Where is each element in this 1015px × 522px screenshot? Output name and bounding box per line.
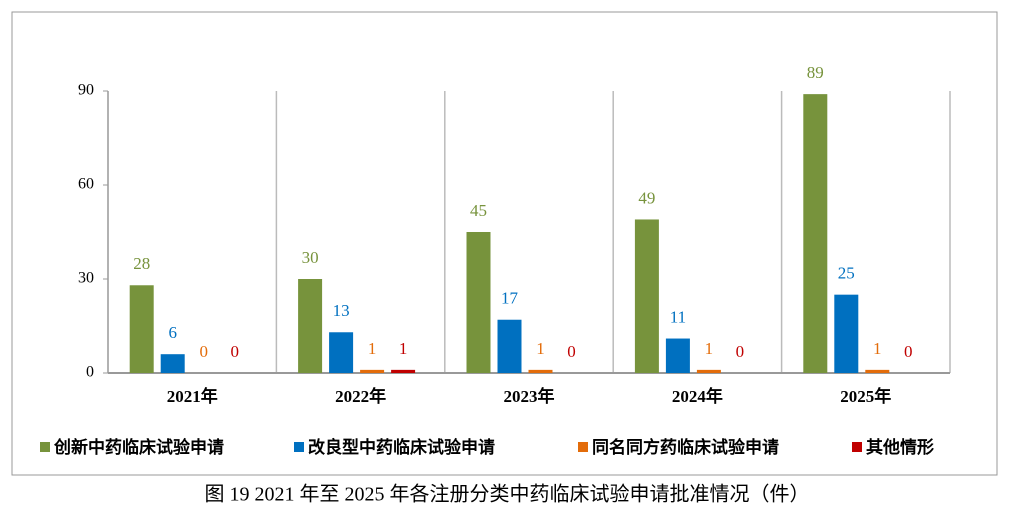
bar bbox=[665, 338, 690, 373]
value-label: 1 bbox=[705, 339, 714, 358]
bar bbox=[466, 232, 491, 373]
value-label: 13 bbox=[333, 301, 350, 320]
y-tick-label: 60 bbox=[78, 176, 94, 193]
value-label: 0 bbox=[199, 342, 208, 361]
legend-label: 创新中药临床试验申请 bbox=[53, 437, 224, 458]
value-label: 1 bbox=[368, 339, 377, 358]
value-label: 6 bbox=[168, 323, 177, 342]
value-label: 49 bbox=[638, 188, 655, 207]
value-label: 17 bbox=[501, 289, 519, 308]
value-label: 45 bbox=[470, 201, 487, 220]
y-tick-label: 0 bbox=[86, 364, 94, 381]
bar bbox=[391, 369, 416, 373]
bar bbox=[528, 369, 553, 373]
legend-label: 同名同方药临床试验申请 bbox=[592, 437, 779, 458]
chart-title: 图 19 2021 年至 2025 年各注册分类中药临床试验申请批准情况（件） bbox=[205, 483, 810, 506]
legend-swatch bbox=[852, 442, 862, 452]
y-tick-label: 30 bbox=[78, 270, 94, 287]
chart-frame bbox=[11, 11, 998, 476]
legend-label: 其他情形 bbox=[866, 437, 934, 458]
value-label: 0 bbox=[567, 342, 576, 361]
legend-swatch bbox=[294, 442, 304, 452]
bar bbox=[803, 94, 828, 373]
x-tick-label: 2021年 bbox=[167, 386, 218, 406]
bar bbox=[298, 279, 323, 373]
value-label: 25 bbox=[838, 264, 855, 283]
value-label: 0 bbox=[230, 342, 239, 361]
bar bbox=[865, 369, 890, 373]
bar bbox=[696, 369, 721, 373]
value-label: 1 bbox=[873, 339, 882, 358]
value-label: 30 bbox=[302, 248, 319, 267]
bar bbox=[329, 332, 354, 373]
value-label: 28 bbox=[133, 254, 150, 273]
x-tick-label: 2022年 bbox=[335, 386, 386, 406]
y-tick-label: 90 bbox=[78, 82, 94, 99]
value-label: 1 bbox=[399, 339, 408, 358]
legend-label: 改良型中药临床试验申请 bbox=[308, 437, 495, 458]
bar bbox=[360, 369, 385, 373]
value-label: 0 bbox=[736, 342, 745, 361]
value-label: 1 bbox=[536, 339, 545, 358]
legend-swatch bbox=[578, 442, 588, 452]
x-tick-label: 2024年 bbox=[672, 386, 723, 406]
x-tick-label: 2025年 bbox=[840, 386, 891, 406]
value-label: 89 bbox=[807, 63, 824, 82]
bar bbox=[129, 285, 154, 373]
legend-swatch bbox=[40, 442, 50, 452]
value-label: 11 bbox=[670, 307, 686, 326]
x-tick-label: 2023年 bbox=[504, 386, 555, 406]
value-label: 0 bbox=[904, 342, 913, 361]
bar bbox=[634, 219, 659, 373]
bar bbox=[497, 319, 522, 373]
bar bbox=[834, 294, 859, 373]
bar bbox=[160, 354, 185, 373]
